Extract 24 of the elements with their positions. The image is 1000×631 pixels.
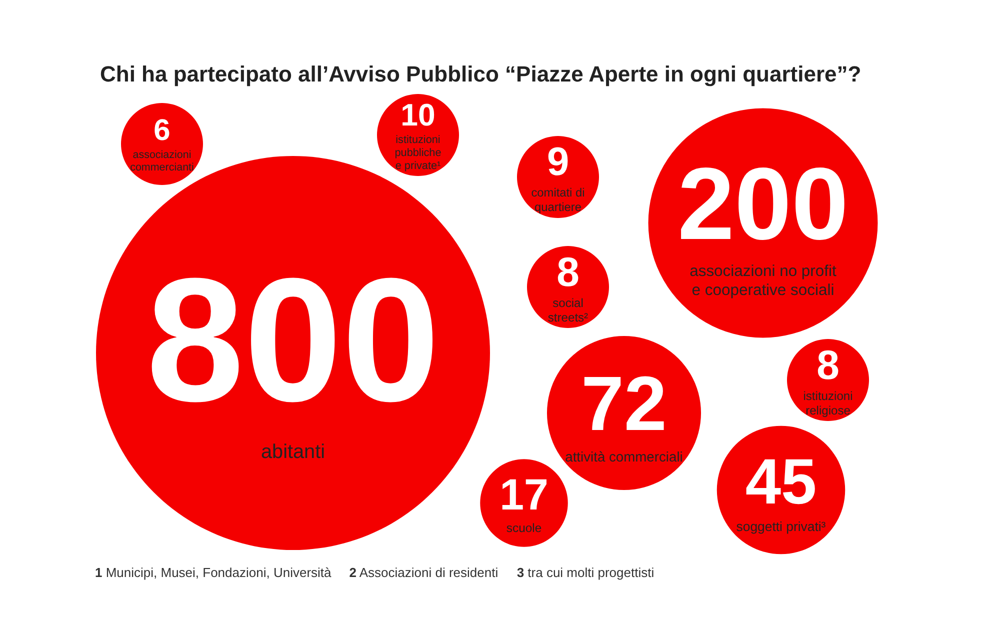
category-label: associazioni commercianti <box>130 148 194 174</box>
data-label: 200 <box>678 146 848 262</box>
text: 1 Municipi, Musei, Fondazioni, Università <box>95 565 332 580</box>
data-label: 17 <box>500 470 548 520</box>
category-label: istituzioni religiose <box>803 389 853 418</box>
category-label: social streets² <box>548 296 588 325</box>
category-label: associazioni no profit e cooperative sociali <box>690 262 838 299</box>
category-label: soggetti privati³ <box>736 518 826 534</box>
data-label: 8 <box>816 342 840 388</box>
text: Chi ha partecipato all’Avviso Pubblico “Piazze Aperte in ogni quartiere”? <box>100 62 862 86</box>
data-label: 6 <box>154 114 170 148</box>
data-label: 45 <box>745 446 817 518</box>
text: 2 Associazioni di residenti <box>349 565 498 580</box>
data-label: 800 <box>146 242 440 439</box>
data-label: 9 <box>546 140 570 184</box>
category-label: istituzioni pubbliche e private¹ <box>394 134 442 172</box>
category-label: scuole <box>506 521 542 536</box>
data-label: 72 <box>581 361 667 448</box>
data-label: 10 <box>400 97 436 132</box>
data-label: 8 <box>556 249 580 296</box>
category-label: abitanti <box>261 441 325 463</box>
text: 3 tra cui molti progettisti <box>516 565 654 580</box>
category-label: comitati di quartiere <box>531 186 585 214</box>
category-label: attività commerciali <box>565 448 683 465</box>
